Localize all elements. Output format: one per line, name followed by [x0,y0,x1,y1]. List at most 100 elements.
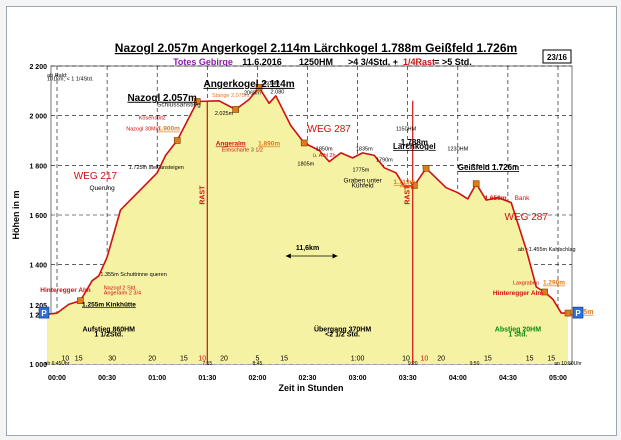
waypoint-marker [411,182,418,189]
y-tick-label: 1 800 [29,163,47,170]
parking-label: P [575,309,581,318]
annotation-label: Kosenspitz [139,115,166,121]
annotation-label: Querung [89,185,115,192]
annotation-label: 1790m [376,158,393,164]
elevation-profile-chart: Nazogl 2.057m Angerkogel 2.114m Lärchkog… [11,41,593,393]
annotation-label: 1230HM [447,146,468,152]
annotation-label: 9:20 [408,361,418,367]
annotation-label: Laxgraben [513,281,539,287]
annotation-label: 1.788m [401,138,428,147]
annotation-label: 960HM [262,81,280,87]
duration-label: 10 [61,355,69,362]
segment-durations: 10 15 30 20 15 10 20 5 15 1:00 10 10 20 15 15 15 [61,355,555,362]
waypoint-marker [77,297,84,304]
duration-label: 15 [526,355,534,362]
annotation-label: Nazogl 2 Std. [104,286,137,292]
duration-label: 5 [255,355,259,362]
annotation-label: Abstieg 20HM [495,327,541,334]
chart-title: Nazogl 2.057m Angerkogel 2.114m Lärchkog… [115,41,517,55]
annotation-label: ab 6:45Uhr [45,361,70,367]
profile-area [46,87,569,365]
distance-arrowhead [332,253,338,259]
annotation-label: 1.725m steil ansteigen [129,165,184,171]
waypoint-marker [232,106,239,113]
annotation-label: 7:15 [202,361,212,367]
annotation-label: Angeralm 2 3/4 [104,290,141,296]
x-tick-label: 01:30 [198,375,216,382]
duration-label: 30 [108,355,116,362]
x-tick-label: 05:00 [549,375,567,382]
annotation-label: Bank [515,195,531,202]
rest-time: 1/4Rast [403,57,435,67]
annotation-label: 1850m [316,146,333,152]
annotation-label: WEG 287 [505,212,549,223]
profile-line [46,86,568,316]
waypoint-marker [422,165,430,172]
waypoint-marker [472,180,480,188]
duration-label: 15 [280,355,288,362]
x-axis-label: Zeit in Stunden [279,383,344,393]
annotation-label: 1150HM [396,127,417,133]
annotation-label: 9:50 [470,361,480,367]
region-name: Totes Gebirge [173,57,233,67]
annotation-label: 1775m [353,168,370,174]
parking-label: P [41,309,47,318]
annotation-label: 11,6km [296,245,319,252]
chart-sheet: Nazogl 2.057m Angerkogel 2.114m Lärchkog… [6,6,617,436]
y-tick-label: 2 000 [29,114,47,121]
waypoint-marker [564,309,572,317]
duration-label: 10 [421,355,429,362]
annotation-label: 1.890m [258,140,280,147]
total-time: = >5 Std. [434,57,472,67]
annotation-label: Schlussanstieg [157,101,201,108]
annotation-label: 1.290m [543,280,565,287]
annotation-label: <2 1/2 Std. [325,332,360,339]
total-ascent: 1250HM [299,57,333,67]
profile-fill [46,87,569,365]
annotation-label: Übergang 370HM [314,325,371,334]
annotation-label: Elmscharte 3 1/2 [222,148,263,154]
distance-arrowhead [285,253,291,259]
annotation-label: WEG 287 [308,124,352,135]
annotations: Angerkogel 2.114m Nazogl 2.057mSchlussans… [40,73,593,367]
annotation-label: ab ~1.455m Kahlschlag [518,247,576,253]
y-axis-label: Höhen in m [11,191,21,240]
annotation-label: 2065m [244,91,261,97]
x-tick-label: 02:30 [299,375,317,382]
rest-markers: RAST RAST [199,100,414,364]
annotation-label: an 10:50Uhr [554,361,582,367]
x-tick-label: 00:30 [98,375,116,382]
annotation-label: 1835m [356,146,373,152]
y-tick-label: 1 200 [29,312,47,319]
duration-label: 20 [220,355,228,362]
annotation-label: Angeralm [216,140,246,147]
x-tick-label: 03:00 [349,375,367,382]
annotation-label: Hinteregger Alm [40,287,91,294]
duration-label: 10 [402,355,410,362]
duration-label: 15 [484,355,492,362]
y-side-label: 1 205 [29,303,47,310]
page-number: 23/16 [547,53,568,62]
duration-label: 15 [547,355,555,362]
duration-label: 1:00 [351,355,365,362]
waypoint-marker [300,139,308,147]
waypoint-marker [173,137,181,144]
y-tick-label: 1 600 [29,213,47,220]
x-tick-label: 02:00 [248,375,266,382]
annotation-label: Aufstieg 860HM [83,327,136,334]
rest-label: RAST [199,185,206,205]
parking-marker [38,306,50,319]
annotation-label: 101km; < 1 1/4Std. [47,76,94,82]
annotation-label: 1805m [297,161,314,167]
annotation-label: 2.025m [215,111,234,117]
y-tick-label: 1 400 [29,263,47,270]
parking-marker [572,306,584,319]
annotation-label: Albl [400,184,409,190]
y-tick-label: 2 200 [29,64,47,71]
annotation-label: Graben unter [343,178,382,185]
waypoint-marker [193,98,201,105]
annotation-label: 1 Std. [508,332,527,339]
profile-points [77,84,572,317]
annotation-label: Stange 2.075m [212,93,250,99]
duration-label: 20 [148,355,156,362]
